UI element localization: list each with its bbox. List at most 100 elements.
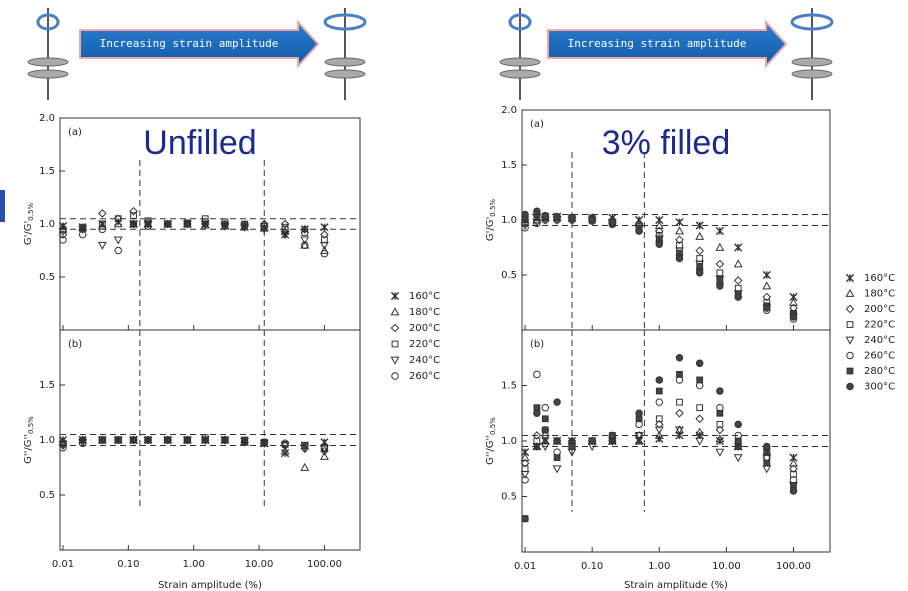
banner-text: Increasing strain amplitude (100, 37, 279, 50)
data-point (654, 426, 664, 435)
data-point (114, 246, 122, 255)
legend-marker (846, 382, 854, 391)
y-tick-label: 1.5 (39, 380, 55, 391)
data-point (695, 221, 704, 230)
data-point (675, 354, 684, 362)
legend-marker (845, 288, 855, 297)
data-point (608, 218, 617, 226)
data-point (78, 439, 87, 448)
legend-label: 180°C (409, 307, 440, 318)
data-point (733, 454, 743, 463)
data-point (588, 437, 596, 445)
data-point (221, 220, 229, 228)
data-point (654, 420, 664, 429)
data-point (716, 420, 724, 428)
data-point (520, 222, 530, 231)
data-point (281, 439, 289, 448)
data-point (532, 431, 542, 440)
y-axis-label-sub: 0.5% (489, 199, 497, 217)
y-axis-label: G'/G'0.5% (485, 199, 497, 242)
data-point (130, 212, 137, 219)
legend-marker (391, 372, 399, 380)
legend-marker (845, 304, 855, 314)
data-point (734, 437, 742, 445)
data-point (715, 425, 725, 435)
y-axis-label-main: G'/G' (485, 217, 496, 241)
data-point (676, 371, 683, 378)
data-point (635, 227, 643, 235)
data-point (635, 409, 643, 417)
data-point (734, 284, 742, 292)
legend-label: 220°C (864, 320, 895, 331)
data-point (733, 259, 743, 268)
edge-marker (0, 190, 5, 222)
panel-label: (a) (68, 127, 82, 138)
data-point (163, 436, 172, 444)
legend-label: 220°C (409, 339, 440, 350)
data-point (655, 387, 663, 395)
data-point (240, 221, 249, 229)
data-point (301, 229, 309, 236)
y-tick-label: 0.5 (39, 272, 55, 283)
banner-text: Increasing strain amplitude (568, 37, 747, 50)
data-point (533, 219, 541, 228)
data-point (655, 240, 664, 248)
data-point (280, 219, 290, 229)
data-point (715, 434, 725, 443)
data-point (716, 387, 724, 395)
data-point (695, 359, 704, 368)
legend-marker (390, 291, 400, 301)
data-point (260, 222, 268, 230)
data-point (541, 211, 550, 220)
data-point (129, 206, 138, 216)
data-point (695, 414, 704, 424)
data-point (78, 230, 87, 239)
data-point (608, 431, 617, 440)
x-tick-label: 1.00 (648, 561, 670, 572)
banner-arrow (79, 19, 320, 69)
data-point (540, 431, 550, 440)
data-point (532, 218, 542, 227)
data-point (762, 465, 772, 474)
data-point (129, 436, 138, 444)
chart-title: 3% filled (602, 124, 731, 162)
data-point (58, 230, 68, 239)
data-point (541, 426, 550, 434)
data-point (553, 437, 561, 445)
legend-marker (391, 340, 399, 348)
data-point (320, 223, 329, 232)
data-point (675, 426, 684, 435)
legend-label: 240°C (409, 355, 440, 366)
rotation-arrow (36, 13, 60, 31)
plate (324, 57, 366, 67)
legend-label: 160°C (864, 273, 895, 284)
data-point (541, 403, 550, 412)
data-point (113, 236, 123, 245)
rotation-arrow (508, 13, 532, 31)
data-point (280, 446, 290, 455)
legend-marker (390, 356, 400, 365)
data-point (789, 487, 798, 495)
data-point (553, 454, 561, 462)
data-point (695, 437, 705, 446)
data-point (763, 442, 771, 451)
plate (791, 69, 833, 79)
data-point (733, 276, 743, 285)
data-point (521, 514, 529, 523)
y-tick-label: 2.0 (501, 105, 517, 116)
data-point (734, 243, 743, 252)
y-axis-label-main: G''/G'' (23, 434, 34, 464)
data-point (259, 225, 269, 234)
data-point (201, 218, 209, 226)
x-tick-label: 10.00 (245, 559, 274, 570)
data-point (654, 226, 664, 236)
y-axis-label-main: G'/G' (23, 221, 34, 245)
y-tick-label: 1.5 (39, 166, 55, 177)
data-point (300, 462, 310, 471)
data-point (113, 219, 123, 228)
data-point (676, 398, 683, 406)
data-point (790, 470, 797, 478)
data-point (696, 376, 704, 384)
